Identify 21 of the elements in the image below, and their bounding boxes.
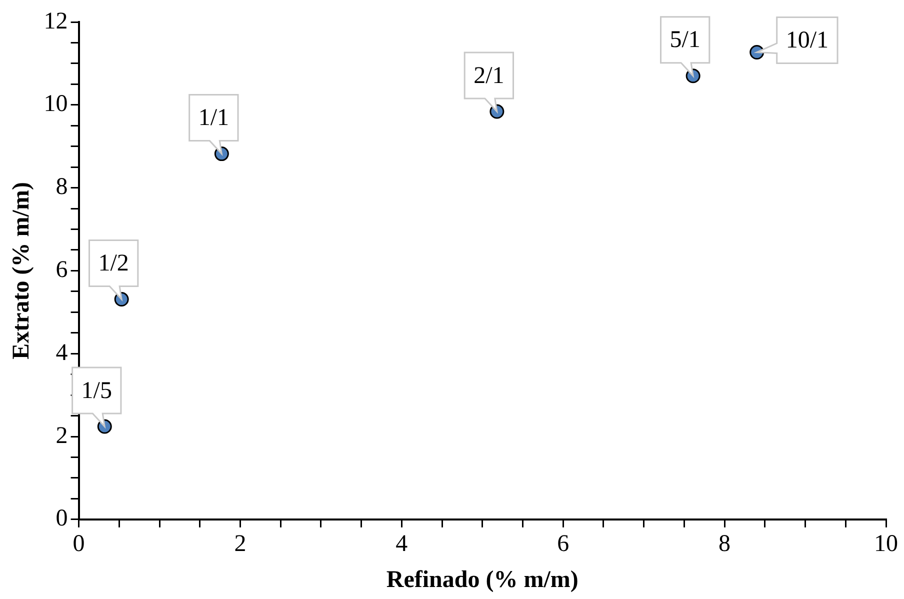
x-tick-label: 2 bbox=[234, 531, 246, 558]
x-tick-label: 6 bbox=[557, 531, 570, 558]
annotation: 1/1 bbox=[198, 105, 230, 132]
y-axis-title: Extrato (% m/m) bbox=[8, 182, 35, 360]
x-axis-title: Refinado (% m/m) bbox=[386, 566, 578, 593]
x-tick-label: 4 bbox=[396, 531, 408, 558]
x-tick-label: 8 bbox=[718, 531, 731, 558]
x-tick-label: 0 bbox=[72, 531, 85, 558]
x-tick-label: 10 bbox=[874, 531, 898, 558]
annotation: 10/1 bbox=[786, 28, 829, 54]
y-tick-label: 8 bbox=[56, 174, 68, 200]
y-tick-label: 6 bbox=[56, 256, 68, 283]
annotation: 1/5 bbox=[81, 378, 112, 404]
y-tick-label: 12 bbox=[44, 8, 68, 34]
annotation: 1/2 bbox=[98, 250, 129, 277]
y-tick-label: 10 bbox=[44, 91, 68, 118]
y-tick-label: 0 bbox=[56, 506, 68, 532]
y-tick-label: 4 bbox=[56, 340, 68, 366]
annotation: 2/1 bbox=[474, 62, 504, 89]
y-tick-label: 2 bbox=[56, 422, 68, 449]
annotation: 5/1 bbox=[670, 27, 700, 54]
